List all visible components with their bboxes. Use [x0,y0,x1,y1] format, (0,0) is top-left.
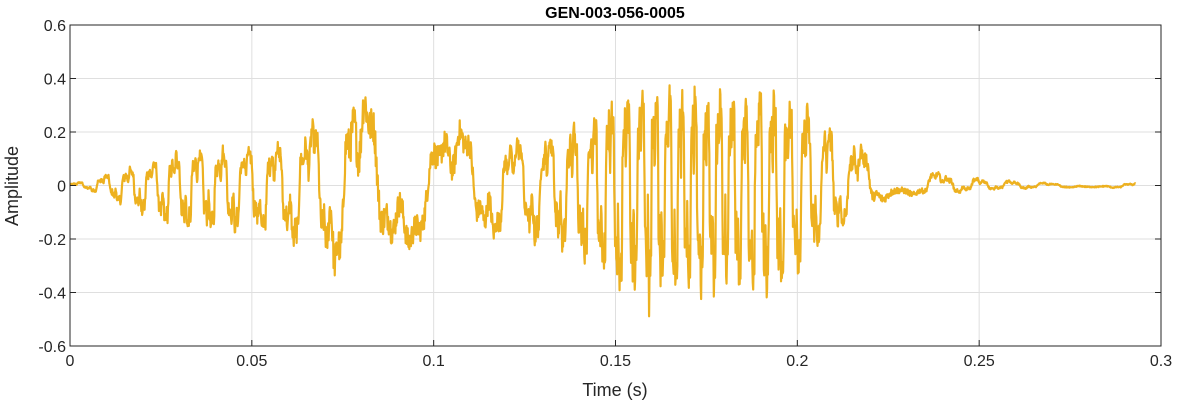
x-tick-label: 0.1 [423,353,445,370]
x-tick-label: 0.3 [1150,353,1172,370]
plot-area [69,84,1137,318]
y-tick-label: 0 [57,179,66,196]
y-axis-label: Amplitude [2,146,22,226]
y-tick-label: -0.2 [38,232,66,249]
x-tick-label: 0.2 [786,353,808,370]
grid [70,25,1161,346]
y-tick-label: 0.2 [44,125,66,142]
x-axis-label: Time (s) [582,380,647,400]
y-axis: -0.6 -0.4 -0.2 0 0.2 0.4 0.6 [38,18,1161,356]
x-tick-label: 0 [66,353,75,370]
signal-line [69,84,1137,318]
x-axis: 0 0.05 0.1 0.15 0.2 0.25 0.3 [66,25,1172,370]
y-tick-label: 0.4 [44,72,66,89]
y-tick-label: -0.4 [38,286,66,303]
x-tick-label: 0.15 [600,353,631,370]
y-tick-label: -0.6 [38,339,66,356]
y-tick-label: 0.6 [44,18,66,35]
chart-title: GEN-003-056-0005 [545,5,685,22]
x-tick-label: 0.25 [964,353,995,370]
x-tick-label: 0.05 [236,353,267,370]
